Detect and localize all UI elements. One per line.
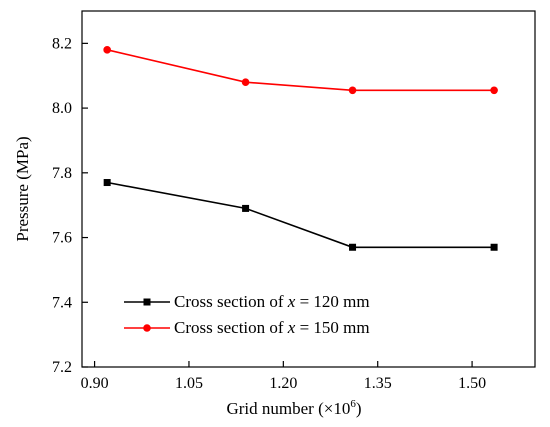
legend-label: Cross section of x = 120 mm: [174, 292, 370, 311]
data-point-square: [349, 243, 357, 251]
ticks: 0.90 1.05 1.20 1.35 1.50 7.2 7.4 7.6 7.8 8.0 8.2: [52, 35, 486, 392]
y-tick-label: 7.6: [52, 230, 72, 247]
legend-marker-circle: [143, 324, 151, 332]
data-point-square: [103, 179, 111, 187]
legend-marker-square: [143, 298, 151, 306]
data-point-square: [490, 243, 498, 251]
x-tick-label: 1.35: [364, 375, 392, 392]
series-1: [103, 179, 498, 251]
x-tick-label: 1.50: [458, 375, 486, 392]
data-point-circle: [241, 78, 250, 86]
plot-frame: [81, 10, 536, 368]
x-tick-label: 0.90: [81, 375, 109, 392]
x-tick-label: 1.20: [269, 375, 297, 392]
x-tick-label: 1.05: [175, 375, 203, 392]
series-line: [107, 181, 495, 249]
y-tick-label: 7.8: [52, 165, 72, 182]
x-axis-title: Grid number (×106): [226, 398, 361, 418]
legend-entry: Cross section of x = 120 mm: [124, 292, 370, 311]
legend: Cross section of x = 120 mm Cross section…: [124, 292, 370, 337]
y-axis-title: Pressure (MPa): [13, 136, 32, 241]
legend-label: Cross section of x = 150 mm: [174, 318, 370, 337]
x-axis-title-exponent: 6: [350, 398, 356, 410]
y-tick-label: 8.2: [52, 35, 72, 52]
data-point-square: [242, 204, 250, 212]
series-lines: [103, 46, 498, 251]
series-2: [103, 46, 498, 95]
data-point-circle: [348, 86, 357, 95]
series-line: [107, 49, 495, 92]
data-point-circle: [490, 86, 498, 95]
y-tick-label: 8.0: [52, 100, 72, 117]
y-tick-label: 7.4: [52, 294, 72, 311]
y-tick-label: 7.2: [52, 359, 72, 376]
legend-entry: Cross section of x = 150 mm: [124, 318, 370, 337]
data-point-circle: [103, 46, 111, 54]
x-axis-title-close: ): [356, 399, 362, 418]
